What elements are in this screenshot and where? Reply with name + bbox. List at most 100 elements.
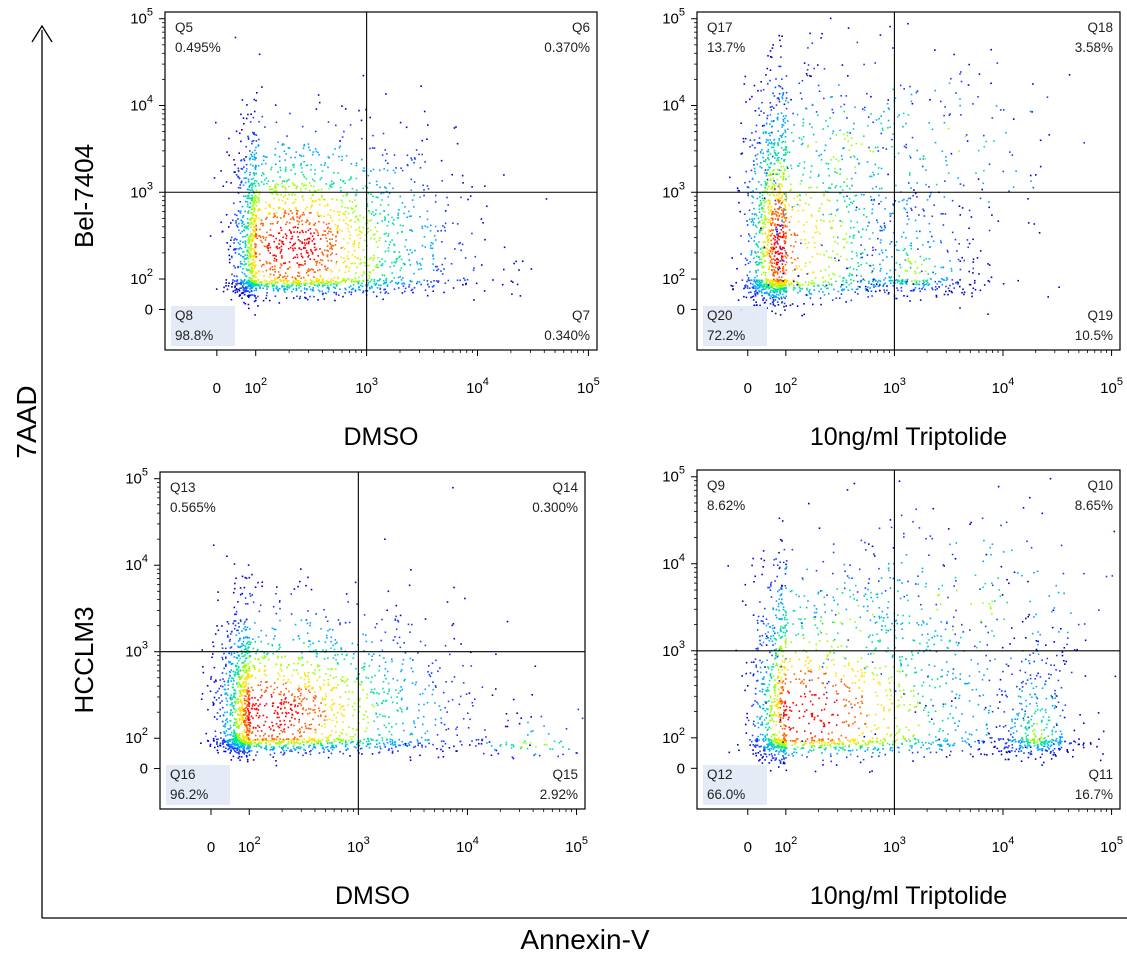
event-dot xyxy=(765,277,767,280)
event-dot xyxy=(854,195,857,197)
event-dot xyxy=(775,211,778,213)
event-dot xyxy=(253,195,256,198)
event-dot xyxy=(809,292,811,295)
event-dot xyxy=(860,280,862,282)
event-dot xyxy=(244,254,247,256)
event-dot xyxy=(1012,186,1015,188)
event-dot xyxy=(910,207,912,210)
event-dot xyxy=(1029,174,1032,177)
event-dot xyxy=(353,709,356,711)
event-dot xyxy=(269,299,271,302)
event-dot xyxy=(884,291,886,294)
event-dot xyxy=(263,173,265,175)
event-dot xyxy=(292,247,294,250)
event-dot xyxy=(305,249,308,252)
event-dot xyxy=(423,279,425,281)
event-dot xyxy=(851,250,853,253)
event-dot xyxy=(313,180,316,182)
event-dot xyxy=(348,179,350,181)
event-dot xyxy=(247,180,250,183)
event-dot xyxy=(829,117,832,119)
event-dot xyxy=(835,280,837,283)
event-dot xyxy=(783,198,786,200)
event-dot xyxy=(950,152,953,155)
event-dot xyxy=(860,275,862,277)
event-dot xyxy=(988,206,990,209)
event-dot xyxy=(443,268,445,270)
event-dot xyxy=(283,216,285,218)
event-dot xyxy=(255,235,257,237)
event-dot xyxy=(292,639,295,641)
event-dot xyxy=(282,276,284,278)
event-dot xyxy=(482,222,484,224)
event-dot xyxy=(766,253,769,255)
event-dot xyxy=(766,114,769,117)
event-dot xyxy=(258,668,261,671)
event-dot xyxy=(271,193,274,195)
event-dot xyxy=(467,198,469,201)
event-dot xyxy=(781,219,783,221)
event-dot xyxy=(275,121,278,124)
event-dot xyxy=(361,137,363,140)
event-dot xyxy=(248,281,251,283)
event-dot xyxy=(253,235,256,238)
event-dot xyxy=(357,228,360,230)
event-dot xyxy=(339,281,342,284)
event-dot xyxy=(305,177,308,180)
event-dot xyxy=(983,145,986,148)
event-dot xyxy=(755,252,757,254)
event-dot xyxy=(412,291,414,294)
event-dot xyxy=(320,281,322,284)
event-dot xyxy=(751,213,754,215)
event-dot xyxy=(911,209,913,211)
event-dot xyxy=(237,686,239,688)
event-dot xyxy=(760,184,763,186)
event-dot xyxy=(324,234,327,236)
event-dot xyxy=(764,215,766,217)
event-dot xyxy=(353,240,356,242)
event-dot xyxy=(248,251,250,254)
event-dot xyxy=(413,206,415,208)
event-dot xyxy=(300,657,302,660)
event-dot xyxy=(799,290,801,292)
event-dot xyxy=(758,289,760,292)
event-dot xyxy=(251,151,254,154)
event-dot xyxy=(309,206,312,209)
event-dot xyxy=(791,131,793,134)
event-dot xyxy=(904,259,907,261)
event-dot xyxy=(492,279,494,281)
event-dot xyxy=(365,676,367,679)
event-dot xyxy=(259,287,261,289)
event-dot xyxy=(232,735,234,737)
event-dot xyxy=(370,285,373,288)
event-dot xyxy=(983,169,985,172)
event-dot xyxy=(776,293,778,296)
event-dot xyxy=(226,741,228,744)
event-dot xyxy=(376,287,379,289)
event-dot xyxy=(305,279,308,282)
event-dot xyxy=(256,282,259,285)
event-dot xyxy=(368,211,371,213)
event-dot xyxy=(303,282,305,284)
event-dot xyxy=(240,181,242,184)
event-dot xyxy=(778,98,780,101)
event-dot xyxy=(755,263,758,266)
event-dot xyxy=(923,210,925,212)
event-dot xyxy=(922,282,924,285)
event-dot xyxy=(782,199,785,202)
event-dot xyxy=(315,200,317,202)
y-tick-label: 0 xyxy=(677,301,685,318)
event-dot xyxy=(838,173,841,175)
event-dot xyxy=(355,162,358,164)
event-dot xyxy=(298,217,301,219)
event-dot xyxy=(768,158,770,161)
event-dot xyxy=(244,243,247,245)
event-dot xyxy=(776,118,779,121)
event-dot xyxy=(298,721,300,723)
event-dot xyxy=(245,643,248,645)
event-dot xyxy=(346,193,348,195)
event-dot xyxy=(387,162,389,165)
event-dot xyxy=(894,244,897,247)
